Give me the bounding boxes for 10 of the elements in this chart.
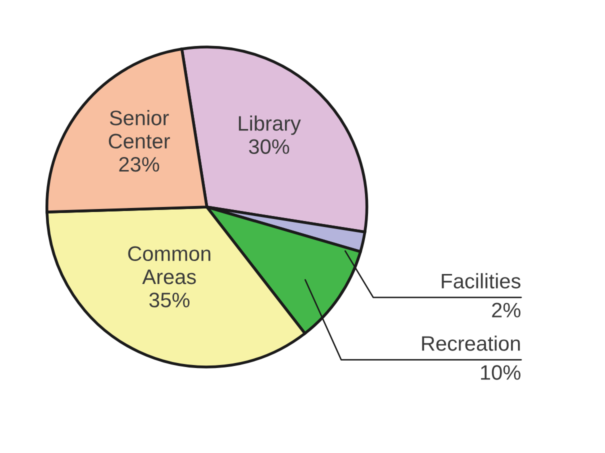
slice-label: Senior Center	[108, 110, 170, 149]
slice-label: Recreation	[422, 336, 520, 351]
data-label: 23%	[119, 156, 160, 172]
data-label: 2%	[492, 302, 520, 318]
slice-label: Common Areas	[128, 246, 210, 284]
data-label: 35%	[149, 292, 190, 308]
slice-label: Facilities	[442, 273, 520, 288]
slice-label: Library	[238, 116, 301, 135]
data-label: 30%	[249, 139, 290, 154]
data-label: 10%	[481, 365, 520, 380]
